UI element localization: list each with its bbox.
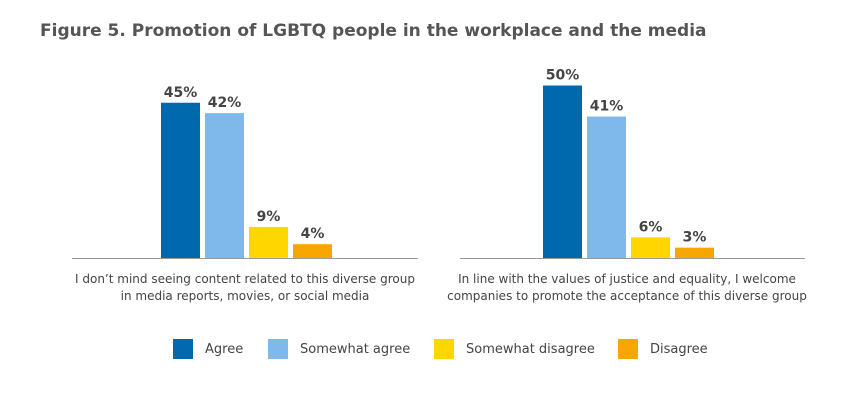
bar-disagree-group-2 [675, 247, 714, 258]
legend-item-agree[interactable]: Agree [173, 339, 243, 359]
category-label-2-line-2: companies to promote the acceptance of t… [447, 289, 807, 303]
value-label-somewhat-disagree-group-1: 9% [257, 209, 281, 225]
bar-somewhat-agree-group-2 [587, 116, 626, 258]
value-label-somewhat-agree-group-2: 41% [590, 99, 624, 115]
legend-item-disagree[interactable]: Disagree [618, 339, 708, 359]
value-label-somewhat-agree-group-1: 42% [208, 95, 242, 111]
legend-swatch-somewhat-disagree [434, 339, 454, 359]
legend-label-somewhat-disagree: Somewhat disagree [466, 341, 595, 357]
legend-item-somewhat-disagree[interactable]: Somewhat disagree [434, 339, 595, 359]
bar-somewhat-agree-group-1 [205, 113, 244, 258]
category-label-1-line-1: I don’t mind seeing content related to t… [75, 272, 415, 286]
legend-label-disagree: Disagree [650, 341, 708, 357]
bar-disagree-group-1 [293, 244, 332, 258]
bar-agree-group-1 [161, 102, 200, 258]
legend-swatch-disagree [618, 339, 638, 359]
legend-item-somewhat-agree[interactable]: Somewhat agree [268, 339, 410, 359]
category-label-1-line-2: in media reports, movies, or social medi… [121, 289, 370, 303]
legend-label-agree: Agree [205, 341, 244, 357]
legend-swatch-agree [173, 339, 193, 359]
legend-swatch-somewhat-agree [268, 339, 288, 359]
bar-agree-group-2 [543, 85, 582, 258]
value-label-disagree-group-1: 4% [301, 226, 325, 242]
chart-title: Figure 5. Promotion of LGBTQ people in t… [40, 21, 707, 41]
value-label-agree-group-2: 50% [546, 68, 580, 84]
bar-somewhat-disagree-group-1 [249, 226, 288, 258]
value-label-disagree-group-2: 3% [683, 230, 707, 246]
bar-chart: 45% 50% 42% 41% 9% 6% 4% 3% I don’t mind seeing… [72, 68, 807, 303]
value-label-somewhat-disagree-group-2: 6% [639, 219, 663, 235]
legend-label-somewhat-agree: Somewhat agree [300, 341, 411, 357]
bar-somewhat-disagree-group-2 [631, 237, 670, 258]
value-label-agree-group-1: 45% [164, 85, 198, 101]
category-label-2-line-1: In line with the values of justice and e… [458, 272, 796, 286]
